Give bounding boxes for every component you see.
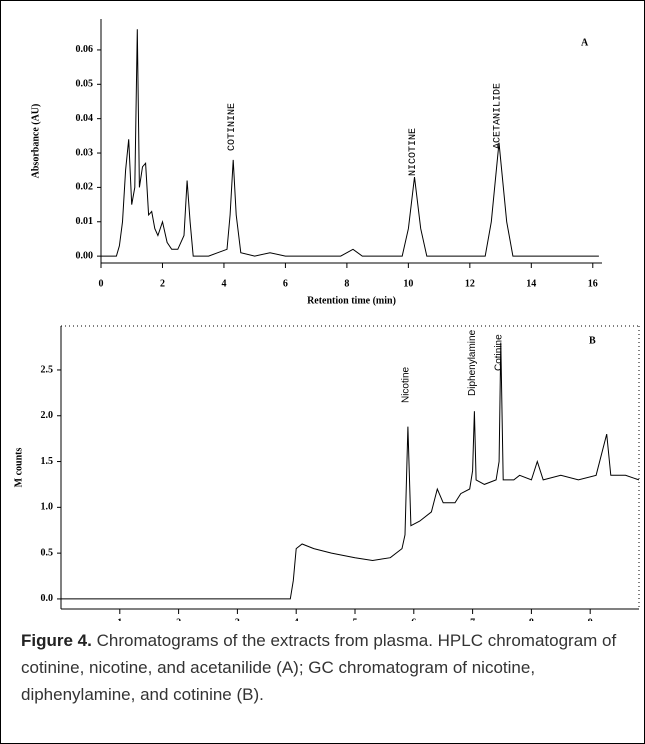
panel-label: A — [581, 37, 589, 48]
chart: 0.000.010.020.030.040.050.060 2 4 6 8 10 12 14 1… — [13, 19, 640, 642]
x-tick-label: 8 — [344, 278, 349, 289]
x-tick-label: 2 — [176, 617, 181, 621]
line — [61, 342, 640, 600]
x-tick-label: 16 — [588, 278, 598, 289]
caption-label: Figure 4. — [21, 631, 92, 650]
y-tick-label: 0.5 — [41, 547, 54, 558]
x-tick-label: 8 — [529, 617, 534, 621]
x-tick-label: 3 — [235, 617, 240, 621]
x-axis-label: Retention time (min) — [307, 295, 396, 306]
peak-annotation: COTININE — [227, 103, 238, 151]
x-tick-label: 4 — [294, 617, 299, 621]
x-tick-label: 0 — [99, 278, 104, 289]
y-tick-label: 0.00 — [76, 250, 94, 261]
y-tick-label: 0.03 — [76, 147, 94, 158]
peak-annotation: ACETANILIDE — [493, 83, 504, 149]
x-tick-label: 5 — [352, 617, 357, 621]
peak-annotation: Diphenylamine — [467, 329, 478, 396]
panel-label: B — [589, 335, 596, 346]
y-axis-label: M counts — [13, 448, 24, 488]
x-tick-label: 2 — [160, 278, 165, 289]
y-tick-label: 0.06 — [76, 44, 94, 55]
peak-annotation: NICOTINE — [408, 128, 419, 176]
y-tick-label: 0.01 — [76, 216, 94, 227]
x-tick-label: 10 — [403, 278, 413, 289]
x-tick-label: 7 — [470, 617, 475, 621]
x-tick-label: 12 — [465, 278, 475, 289]
line — [101, 29, 599, 257]
x-tick-label: 9 — [588, 617, 593, 621]
y-tick-label: 0.05 — [76, 79, 94, 90]
caption: Figure 4. Chromatograms of the extracts … — [21, 627, 626, 708]
peak-annotation: Nicotine — [401, 366, 412, 403]
y-tick-label: 2.5 — [41, 364, 54, 375]
peak-annotation: Cotinine — [493, 334, 504, 371]
y-tick-label: 0.02 — [76, 182, 94, 193]
x-tick-label: 1 — [117, 617, 122, 621]
x-tick-label: 6 — [411, 617, 416, 621]
y-tick-label: 2.0 — [41, 410, 54, 421]
x-tick-label: 14 — [526, 278, 536, 289]
caption-text: Chromatograms of the extracts from plasm… — [21, 631, 617, 704]
y-tick-label: 1.5 — [41, 456, 54, 467]
x-tick-label: 6 — [283, 278, 288, 289]
y-axis-label: Absorbance (AU) — [30, 104, 41, 179]
y-tick-label: 0.0 — [41, 593, 54, 604]
x-tick-label: 4 — [221, 278, 226, 289]
y-tick-label: 0.04 — [76, 113, 94, 124]
y-tick-label: 1.0 — [41, 502, 54, 513]
